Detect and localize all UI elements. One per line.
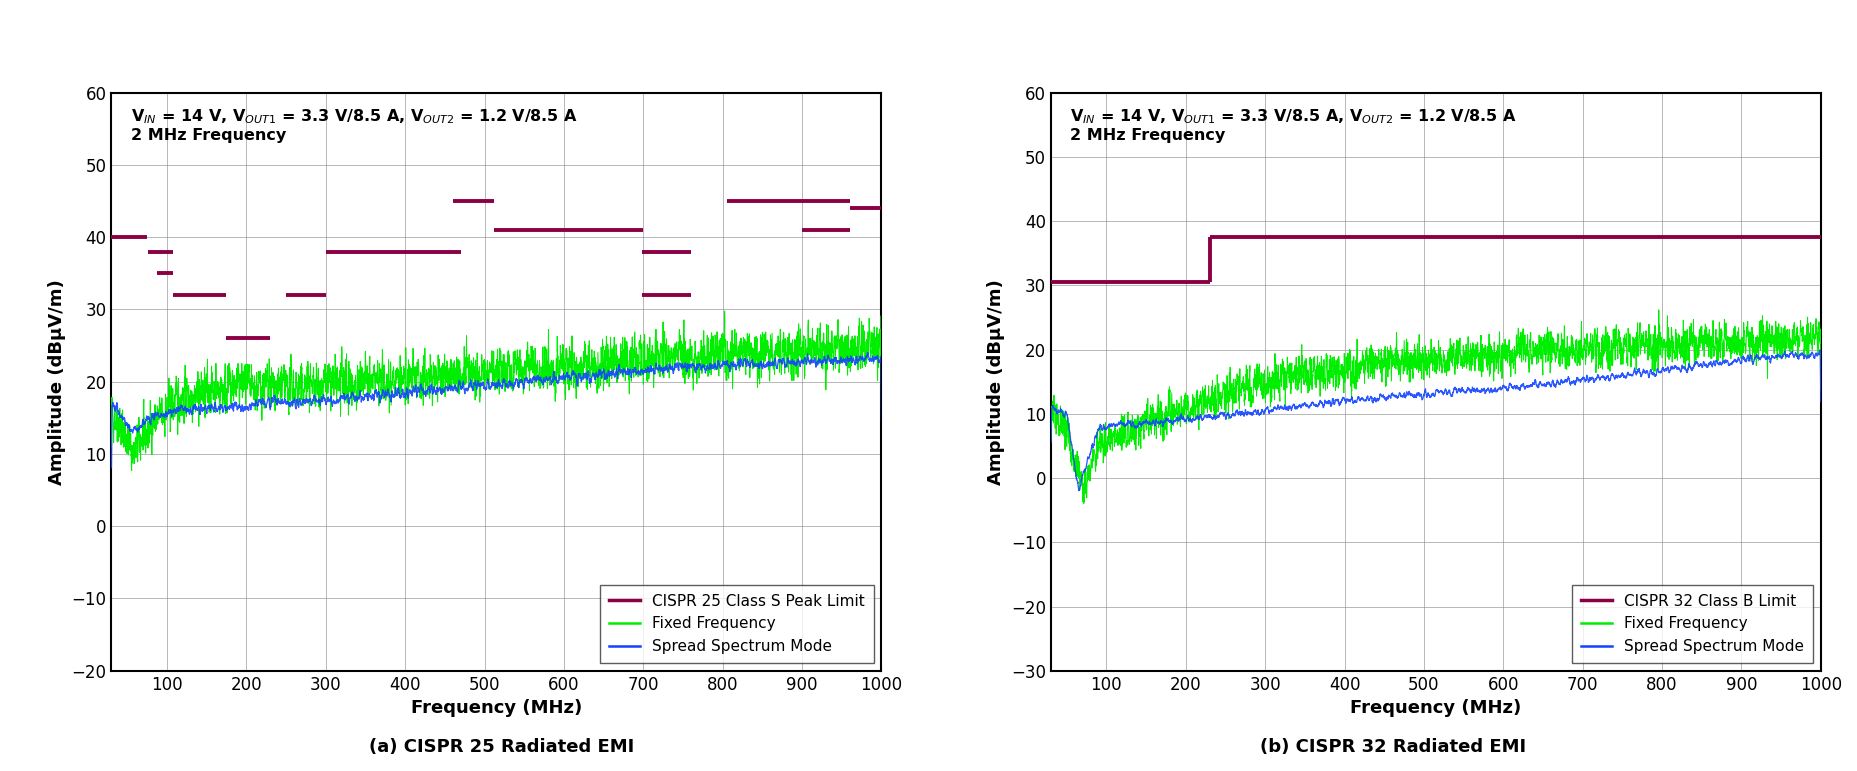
Text: (a) CISPR 25 Radiated EMI: (a) CISPR 25 Radiated EMI bbox=[370, 738, 633, 756]
Y-axis label: Amplitude (dBµV/m): Amplitude (dBµV/m) bbox=[986, 279, 1005, 484]
Y-axis label: Amplitude (dBµV/m): Amplitude (dBµV/m) bbox=[48, 279, 67, 484]
Legend: CISPR 25 Class S Peak Limit, Fixed Frequency, Spread Spectrum Mode: CISPR 25 Class S Peak Limit, Fixed Frequ… bbox=[600, 584, 873, 663]
Text: (b) CISPR 32 Radiated EMI: (b) CISPR 32 Radiated EMI bbox=[1259, 738, 1526, 756]
X-axis label: Frequency (MHz): Frequency (MHz) bbox=[410, 699, 581, 717]
Legend: CISPR 32 Class B Limit, Fixed Frequency, Spread Spectrum Mode: CISPR 32 Class B Limit, Fixed Frequency,… bbox=[1571, 584, 1812, 663]
X-axis label: Frequency (MHz): Frequency (MHz) bbox=[1350, 699, 1521, 717]
Text: V$_{IN}$ = 14 V, V$_{OUT1}$ = 3.3 V/8.5 A, V$_{OUT2}$ = 1.2 V/8.5 A
2 MHz Freque: V$_{IN}$ = 14 V, V$_{OUT1}$ = 3.3 V/8.5 … bbox=[1070, 107, 1515, 143]
Text: V$_{IN}$ = 14 V, V$_{OUT1}$ = 3.3 V/8.5 A, V$_{OUT2}$ = 1.2 V/8.5 A
2 MHz Freque: V$_{IN}$ = 14 V, V$_{OUT1}$ = 3.3 V/8.5 … bbox=[130, 107, 578, 143]
